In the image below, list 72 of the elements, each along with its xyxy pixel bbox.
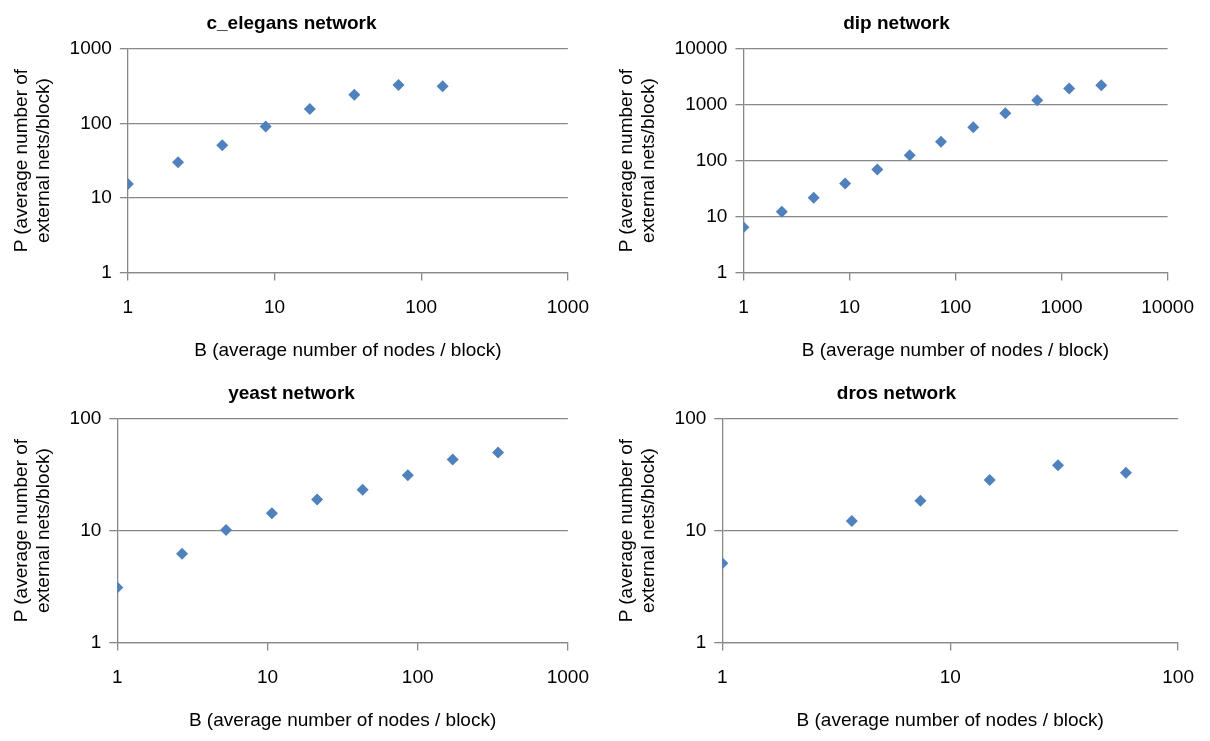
y-tick-label: 10000 — [674, 37, 728, 59]
x-tick-label: 10 — [263, 296, 286, 318]
point — [839, 177, 852, 190]
x-tick-label: 1 — [122, 296, 134, 318]
point — [775, 205, 788, 218]
point — [999, 107, 1012, 120]
point — [436, 80, 449, 93]
y-tick-label: 100 — [80, 111, 112, 133]
point — [903, 149, 916, 162]
x-tick-label: 10 — [838, 296, 861, 318]
point — [1095, 79, 1108, 92]
y-tick-label: 10 — [80, 518, 102, 540]
y-tick-label: 100 — [695, 148, 728, 170]
y-axis-title: P (average number of external nets/block) — [9, 438, 54, 623]
y-tick-label: 1 — [101, 260, 112, 282]
point — [356, 483, 369, 496]
chart-title: c_elegans network — [206, 11, 377, 33]
point — [967, 121, 980, 134]
x-axis-title: B (average number of nodes / block) — [796, 708, 1104, 730]
x-tick-label: 10000 — [1141, 296, 1194, 318]
x-tick-label: 100 — [401, 666, 434, 688]
point — [1051, 459, 1064, 472]
y-tick-label: 1 — [716, 260, 728, 282]
x-tick-label: 100 — [405, 296, 438, 318]
x-tick-label: 10 — [256, 666, 279, 688]
point — [216, 139, 229, 152]
y-tick-label: 1 — [695, 630, 707, 652]
y-axis-title: P (average number of external nets/block) — [614, 438, 659, 623]
y-tick-label: 1000 — [69, 37, 112, 59]
x-axis-title: B (average number of nodes / block) — [801, 338, 1110, 360]
point — [1031, 94, 1044, 107]
point — [401, 469, 414, 482]
x-tick-label: 1000 — [546, 296, 590, 318]
point — [983, 473, 996, 486]
point — [914, 494, 927, 507]
chart-title: dros network — [836, 381, 957, 403]
y-tick-label: 10 — [685, 518, 707, 540]
point — [1119, 466, 1132, 479]
point — [845, 514, 858, 527]
y-tick-label: 1000 — [685, 92, 728, 114]
point — [348, 88, 361, 101]
y-tick-label: 1 — [90, 630, 102, 652]
point — [392, 79, 405, 92]
x-tick-label: 1 — [738, 296, 749, 318]
x-tick-label: 1000 — [1040, 296, 1083, 318]
point — [1063, 82, 1076, 95]
x-tick-label: 10 — [939, 666, 961, 688]
y-tick-label: 10 — [90, 186, 112, 208]
y-tick-label: 100 — [674, 407, 707, 429]
point — [446, 453, 459, 466]
x-tick-label: 1000 — [546, 666, 590, 688]
y-axis-title: P (average number of external nets/block) — [9, 68, 54, 253]
x-axis-title: B (average number of nodes / block) — [188, 708, 497, 730]
point — [265, 507, 278, 520]
chart-title: yeast network — [228, 381, 356, 403]
chart-title: dip network — [843, 11, 951, 33]
point — [220, 524, 233, 537]
y-tick-label: 100 — [69, 407, 102, 429]
point — [259, 120, 272, 133]
y-tick-label: 10 — [706, 204, 728, 226]
point — [935, 135, 948, 148]
point — [311, 493, 324, 506]
point — [172, 156, 185, 169]
x-axis-title: B (average number of nodes / block) — [194, 338, 502, 360]
point — [303, 102, 316, 115]
x-tick-label: 100 — [1162, 666, 1194, 688]
point — [807, 191, 820, 204]
point — [492, 446, 505, 459]
x-tick-label: 100 — [939, 296, 972, 318]
y-axis-title: P (average number of external nets/block) — [614, 68, 659, 253]
point — [176, 547, 189, 560]
point — [871, 163, 884, 176]
